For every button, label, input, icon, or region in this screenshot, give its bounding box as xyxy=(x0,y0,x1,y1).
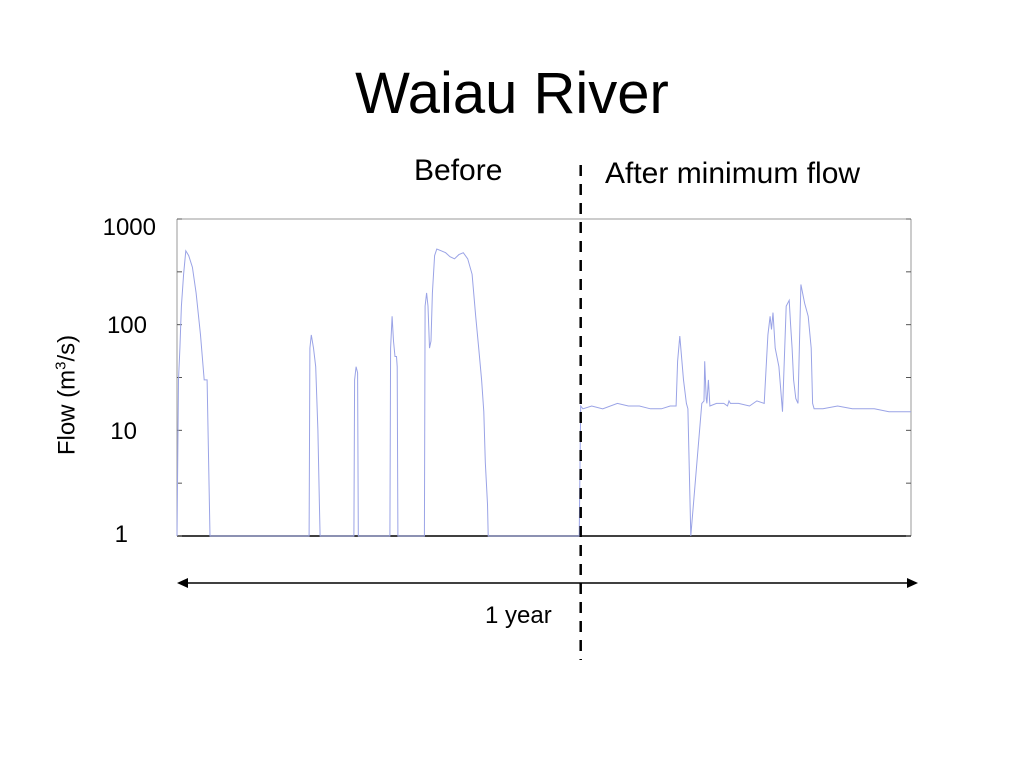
plot-frame xyxy=(176,218,912,537)
span-arrowhead-right xyxy=(907,578,918,588)
y-tick-label: 1000 xyxy=(102,214,156,241)
flow-series-line xyxy=(176,248,911,537)
after-minimum-flow-label: After minimum flow xyxy=(605,157,861,190)
y-tick-label: 10 xyxy=(110,418,137,445)
y-tick-label: 100 xyxy=(106,312,147,339)
before-label: Before xyxy=(414,154,503,187)
span-arrowhead-left xyxy=(177,578,188,588)
one-year-span-group xyxy=(177,578,918,588)
chart-title: Waiau River xyxy=(355,61,669,126)
y-tick-label: 1 xyxy=(114,521,128,548)
series-group xyxy=(176,248,911,537)
one-year-label: 1 year xyxy=(485,602,552,629)
